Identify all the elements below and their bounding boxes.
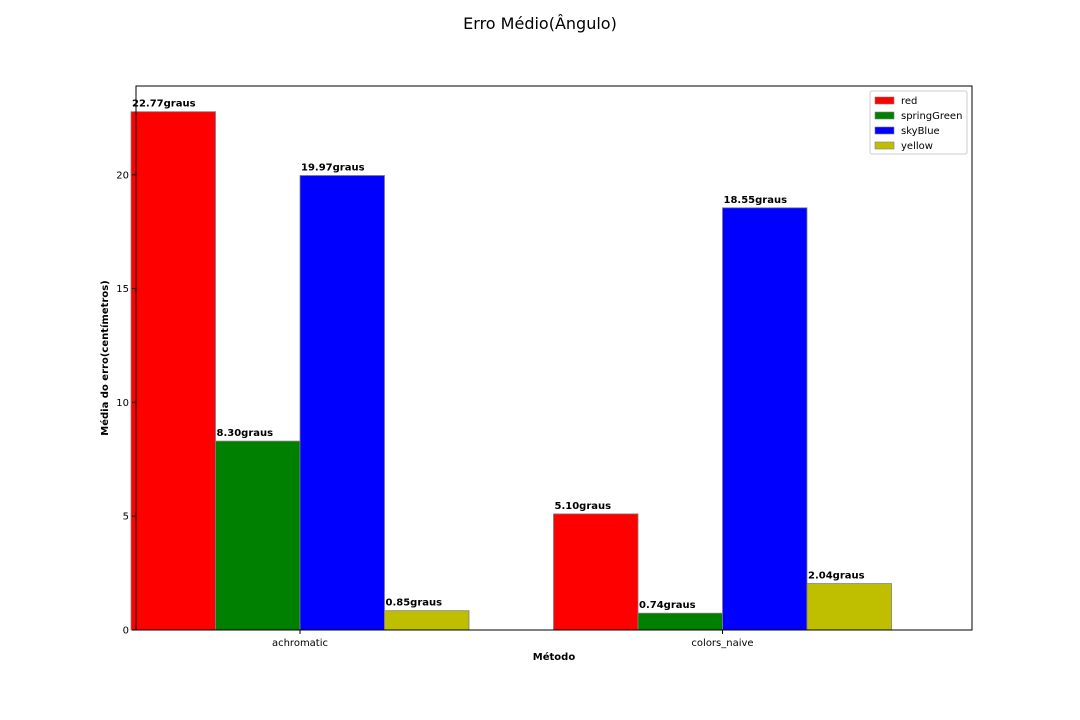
legend-swatch-skyBlue xyxy=(874,126,895,135)
y-tick-label: 10 xyxy=(116,398,129,409)
bar-red-colors_naive xyxy=(553,513,639,631)
y-tick-label: 0 xyxy=(123,626,129,637)
data-label-yellow-colors_naive: 2.04graus xyxy=(808,571,865,582)
x-tick-label-achromatic: achromatic xyxy=(272,638,328,649)
x-tick-label-colors_naive: colors_naive xyxy=(691,638,753,649)
y-axis-label: Média do erro(centímetros) xyxy=(99,280,111,436)
y-axis: 0 5 10 15 20 xyxy=(116,170,136,637)
bar-springGreen-achromatic xyxy=(215,440,301,631)
x-axis: achromatic colors_naive xyxy=(272,630,754,649)
legend-box xyxy=(869,90,968,155)
data-labels-layer: 22.77graus 5.10graus 8.30graus 0.74graus 19.… xyxy=(132,99,865,612)
legend: red springGreen skyBlue yellow xyxy=(869,90,968,155)
data-label-red-colors_naive: 5.10graus xyxy=(555,501,612,512)
legend-swatch-red xyxy=(874,96,895,105)
bar-yellow-achromatic xyxy=(384,610,470,631)
data-label-skyBlue-colors_naive: 18.55graus xyxy=(724,195,788,206)
data-label-red-achromatic: 22.77graus xyxy=(132,99,196,110)
chart-title: Erro Médio(Ângulo) xyxy=(463,14,617,33)
legend-label-springGreen: springGreen xyxy=(901,111,962,122)
legend-label-yellow: yellow xyxy=(901,141,933,152)
plot-frame xyxy=(135,85,973,631)
legend-label-skyBlue: skyBlue xyxy=(901,126,940,137)
data-label-springGreen-colors_naive: 0.74graus xyxy=(639,600,696,611)
bar-springGreen-colors_naive xyxy=(637,612,723,631)
bar-skyBlue-colors_naive xyxy=(722,207,808,631)
y-tick-label: 5 xyxy=(123,512,129,523)
legend-swatch-springGreen xyxy=(874,111,895,120)
data-label-yellow-achromatic: 0.85graus xyxy=(386,598,443,609)
data-label-springGreen-achromatic: 8.30graus xyxy=(217,428,274,439)
legend-swatch-yellow xyxy=(874,141,895,150)
legend-label-red: red xyxy=(901,96,917,107)
x-axis-label: Método xyxy=(533,651,576,663)
data-label-skyBlue-achromatic: 19.97graus xyxy=(301,163,365,174)
bar-red-achromatic xyxy=(130,111,216,631)
y-tick-label: 20 xyxy=(116,170,129,181)
bars-layer xyxy=(130,111,892,631)
y-tick-label: 15 xyxy=(116,284,129,295)
bar-yellow-colors_naive xyxy=(806,583,892,631)
bar-skyBlue-achromatic xyxy=(299,175,385,631)
